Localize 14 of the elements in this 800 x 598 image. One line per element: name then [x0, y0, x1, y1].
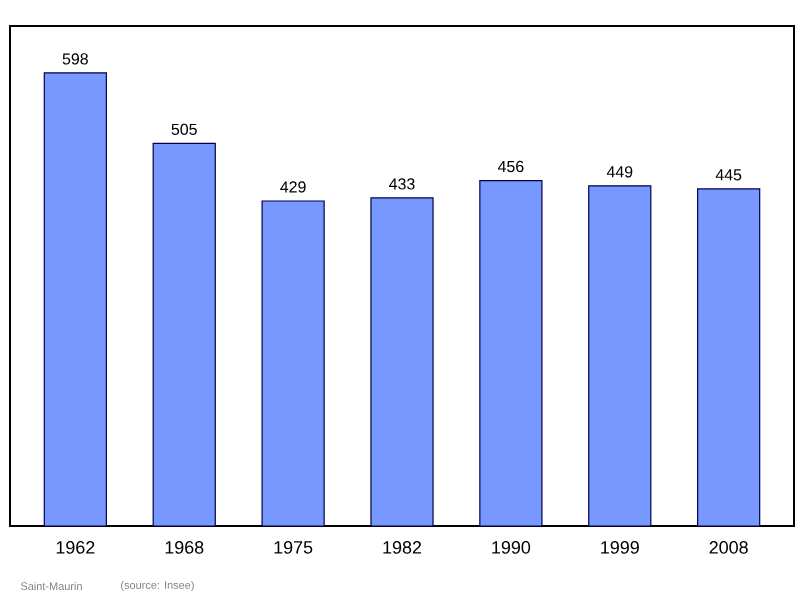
- bar: [479, 179, 543, 527]
- x-tick-label: 1982: [383, 541, 422, 554]
- x-tick-label: 1968: [165, 541, 204, 554]
- bar: [588, 185, 652, 527]
- x-tick-label: 1962: [56, 541, 95, 554]
- bar: [370, 197, 434, 527]
- bar: [43, 72, 107, 527]
- bar: [152, 142, 216, 527]
- x-tick-label: 1975: [274, 541, 313, 554]
- bar: [261, 200, 325, 527]
- x-tick-label: 2008: [709, 541, 748, 554]
- x-tick-label: 1990: [492, 541, 531, 554]
- bar: [697, 188, 761, 527]
- x-tick-label: 1999: [601, 541, 639, 554]
